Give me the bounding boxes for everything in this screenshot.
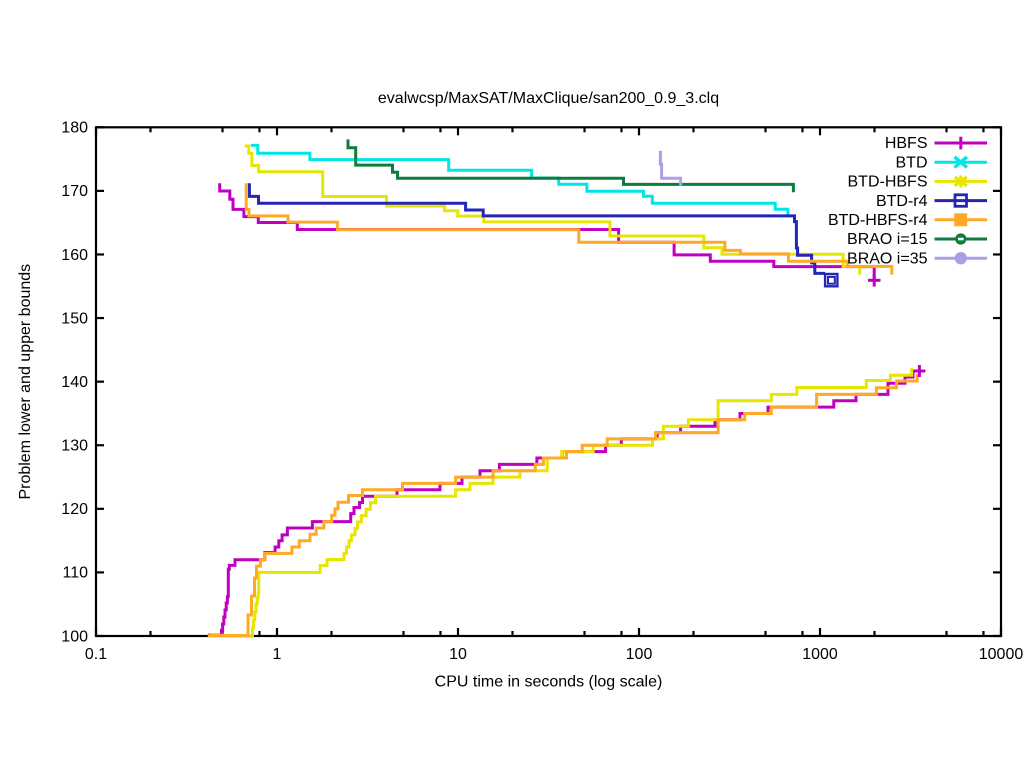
svg-text:120: 120 — [61, 501, 88, 518]
svg-text:10000: 10000 — [979, 646, 1024, 663]
svg-text:170: 170 — [61, 183, 88, 200]
svg-text:BTD-r4: BTD-r4 — [876, 193, 928, 210]
svg-text:BTD: BTD — [896, 154, 928, 171]
svg-text:Problem lower and upper bounds: Problem lower and upper bounds — [17, 264, 34, 500]
svg-text:100: 100 — [626, 646, 653, 663]
svg-text:140: 140 — [61, 374, 88, 391]
svg-text:evalwcsp/MaxSAT/MaxClique/san2: evalwcsp/MaxSAT/MaxClique/san200_0.9_3.c… — [378, 90, 719, 107]
svg-text:1: 1 — [273, 646, 282, 663]
svg-text:160: 160 — [61, 247, 88, 264]
svg-text:1000: 1000 — [802, 646, 838, 663]
svg-text:BTD-HBFS: BTD-HBFS — [848, 174, 928, 191]
svg-text:150: 150 — [61, 310, 88, 327]
svg-text:10: 10 — [449, 646, 467, 663]
svg-text:CPU time in seconds (log scale: CPU time in seconds (log scale) — [435, 674, 663, 691]
svg-text:110: 110 — [62, 565, 88, 582]
svg-text:BTD-HBFS-r4: BTD-HBFS-r4 — [828, 212, 928, 229]
svg-text:BRAO i=35: BRAO i=35 — [847, 250, 928, 267]
svg-text:HBFS: HBFS — [885, 135, 928, 152]
svg-text:130: 130 — [61, 438, 88, 455]
svg-text:BRAO i=15: BRAO i=15 — [847, 231, 928, 248]
svg-text:100: 100 — [61, 628, 88, 645]
svg-text:180: 180 — [61, 120, 88, 137]
svg-text:0.1: 0.1 — [85, 646, 107, 663]
